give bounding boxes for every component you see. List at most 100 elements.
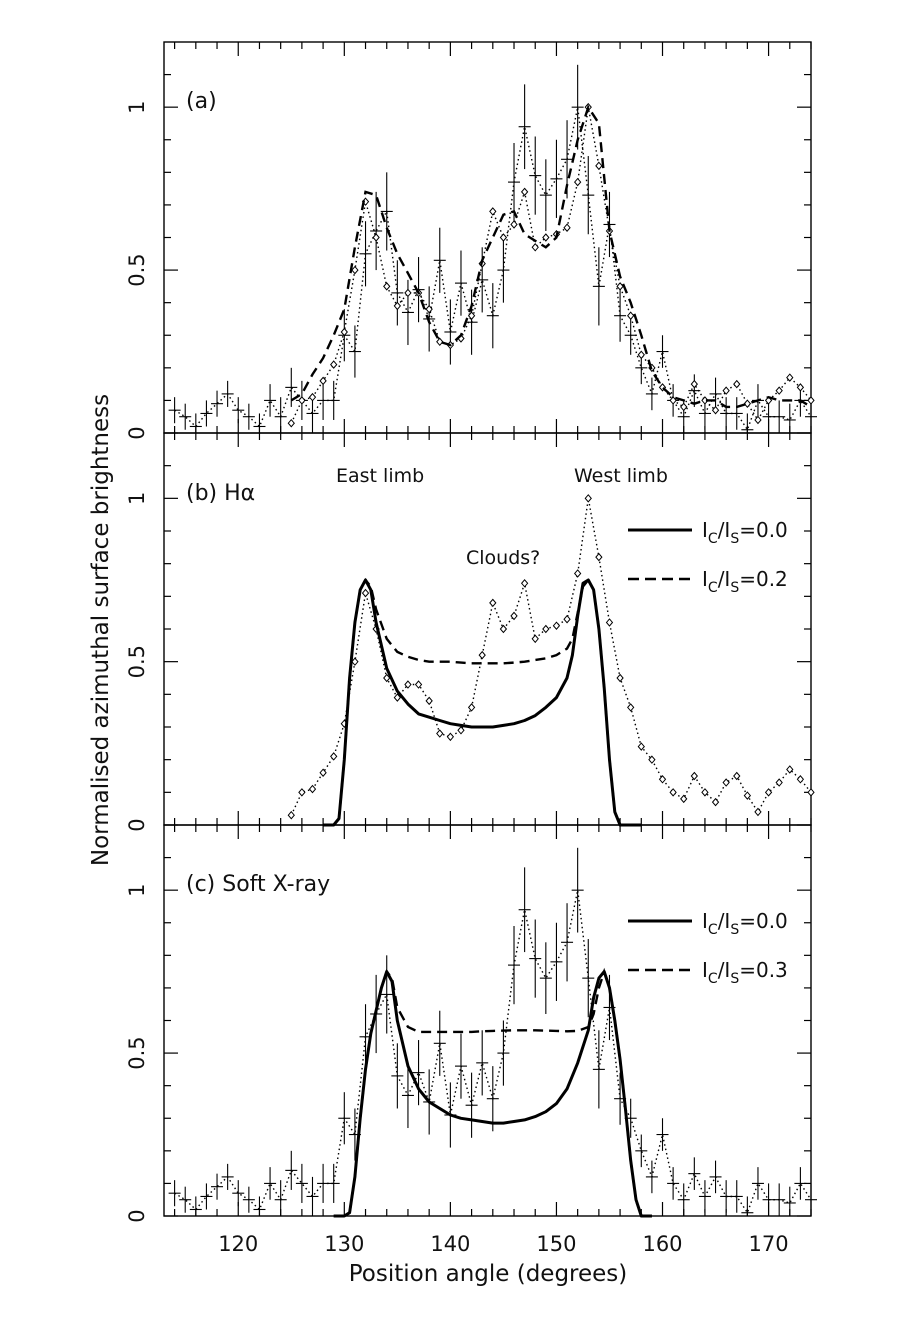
panel-b-diamond-marker [711,797,720,807]
panel-b-y-tick-label: 0.5 [125,645,149,678]
panel-b-diamond-marker [361,588,370,598]
panel-c: 0 0.5 1 120 130 140 150 160 170 [125,824,817,1256]
panel-a-y-tick-label: 0.5 [125,253,149,286]
panel-b-diamond-marker [733,771,741,781]
legend-b-dashed-label: IC/IS=0.2 [702,567,788,596]
panel-a-diamond-marker [542,233,550,242]
x-tick-label: 150 [536,1232,576,1256]
panel-b-diamond-marker [330,752,338,761]
panel-a-y-tick-label: 1 [125,100,149,113]
panel-a-diamond-marker [489,207,497,216]
panel-b-diamond-marker [573,569,582,578]
panel-a-diamond-marker [796,383,805,392]
panel-a-label: (a) [186,89,217,114]
panel-a-diamond-marker [807,396,815,405]
annotation-west-limb: West limb [574,465,668,487]
panel-c-y-tick-label: 0.5 [125,1036,149,1069]
panel-a-diamond-marker [531,243,539,252]
panel-a-diamond-marker [499,233,508,242]
panel-a-diamond-marker [573,177,582,187]
panel-b-diamond-marker [478,650,486,660]
panel-a-diamond-marker [510,220,518,229]
panel-b-diamond-marker [436,729,444,738]
panel-b-diamond-marker [457,725,465,735]
panel-b-diamond-marker [563,614,571,624]
panel-a-diamond-marker [563,223,571,232]
legend-panel-c: IC/IS=0.0 IC/IS=0.3 [628,909,788,987]
panel-a-diamond-marker [308,392,317,402]
panel-a-diamond-marker [669,396,677,405]
x-tick-label: 140 [430,1232,470,1256]
panel-b-diamond-marker [319,768,327,778]
legend-b-solid-label: IC/IS=0.0 [702,518,788,547]
x-axis-title: Position angle (degrees) [349,1261,628,1287]
x-tick-label: 130 [324,1232,364,1256]
panel-a-diamond-marker [595,161,603,171]
panel-b-diamond-marker [764,788,773,797]
panel-a: 00.51 [125,41,817,440]
panel-b-diamond-marker [786,765,794,774]
legend-c-solid-label: IC/IS=0.0 [702,909,788,938]
panel-b-diamond-marker [637,742,645,751]
panel-a-diamond-marker [393,301,402,311]
x-tick-label: 120 [218,1232,258,1256]
panel-b-y-tick-label: 0 [125,818,149,831]
panel-c-y-tick-label: 0 [125,1209,149,1222]
panel-b-diamond-marker [690,771,698,781]
panel-b-diamond-marker [627,703,635,712]
panel-b-diamond-marker [595,552,603,562]
panel-a-diamond-marker [287,418,295,428]
panel-a-diamond-marker [616,282,624,291]
panel-b-diamond-marker [531,634,539,644]
panel-b-diamond-marker [552,621,561,631]
panel-b-diamond-marker [743,791,752,800]
panel-b-series-dashed [323,577,642,827]
panel-a-diamond-marker [711,405,720,415]
panel-b-diamond-marker [680,794,688,804]
panel-b-diamond-marker [605,618,614,627]
panel-a-diamond-marker [743,399,752,408]
panel-a-series-dotted-diamond-line [290,107,812,424]
panel-a-diamond-marker [467,311,476,320]
panel-b-diamond-marker [807,788,815,797]
panel-a-y-tick-label: 0 [125,426,149,439]
panel-a-diamond-marker [319,376,327,386]
x-tick-label: 160 [642,1232,682,1256]
panel-a-diamond-marker [786,373,794,382]
panel-b-diamond-marker [499,624,508,634]
panel-b-diamond-marker [425,696,433,706]
panel-b-diamond-marker [775,778,783,787]
panel-a-diamond-marker [330,360,338,369]
panel-a-diamond-marker [680,402,688,412]
panel-a-diamond-marker [351,265,359,275]
panel-a-diamond-marker [340,327,348,337]
panel-a-diamond-marker [627,311,635,320]
panel-a-diamond-marker [754,415,762,425]
panel-b-diamond-marker [616,673,624,683]
panel-a-series-dashed [290,104,812,409]
panel-a-diamond-marker [404,288,412,298]
panel-a-diamond-marker [372,233,380,242]
panel-b-diamond-marker [754,807,762,817]
panel-b-diamond-marker [542,624,550,634]
panel-b-diamond-marker [393,693,402,702]
panel-b-diamond-marker [446,732,455,742]
panel-b-diamond-marker [648,755,656,764]
panel-b-diamond-marker [701,788,709,797]
panel-b-diamond-marker [584,494,592,503]
x-tick-label: 170 [749,1232,789,1256]
panel-b-diamond-marker [351,657,359,666]
panel-b-diamond-marker [404,680,412,689]
panel-b-diamond-marker [308,784,317,794]
panel-a-diamond-marker [733,379,741,389]
y-axis-title: Normalised azimuthal surface brightness [88,394,114,866]
legend-c-dashed-label: IC/IS=0.3 [702,958,788,987]
panel-a-diamond-marker [637,350,645,360]
panel-c-series-dashed [333,967,652,1218]
panel-a-diamond-marker [425,304,433,314]
panel-b-diamond-marker [383,673,391,683]
panel-a-diamond-marker [520,187,529,197]
panel-b-diamond-marker [414,680,423,689]
panel-c-y-tick-label: 1 [125,883,149,896]
